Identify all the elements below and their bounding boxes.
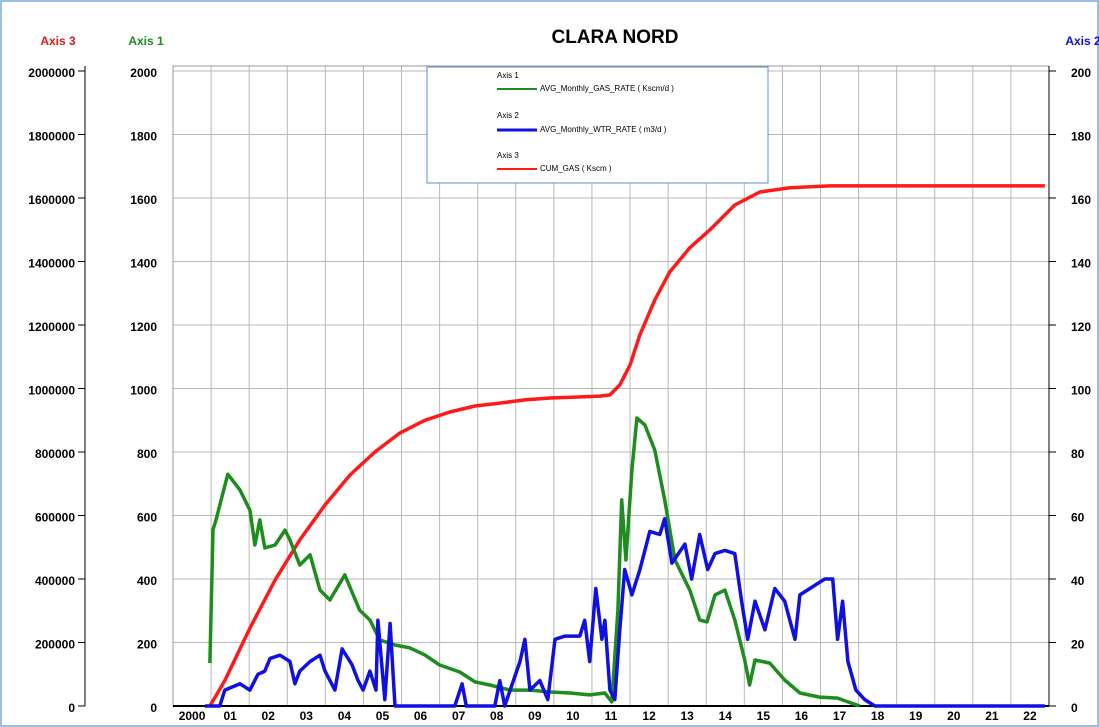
y-tick-label: 2000	[130, 66, 157, 80]
y3-tick-label: 1800000	[28, 130, 75, 144]
series-line	[205, 516, 1045, 708]
y3-tick-label: 600000	[35, 511, 75, 525]
y2-tick-label: 100	[1071, 384, 1091, 398]
axis3-title: Axis 3	[40, 34, 76, 48]
y2-tick-label: 60	[1071, 511, 1085, 525]
legend-group: Axis 2	[497, 111, 519, 120]
x-tick-label: 17	[833, 709, 847, 723]
y-tick-label: 1000	[130, 384, 157, 398]
x-tick-label: 07	[452, 709, 466, 723]
y-tick-label: 200	[137, 638, 157, 652]
x-tick-label: 08	[490, 709, 504, 723]
y3-tick-label: 800000	[35, 447, 75, 461]
x-tick-label: 14	[719, 709, 733, 723]
y3-tick-label: 2000000	[28, 66, 75, 80]
x-tick-label: 03	[300, 709, 314, 723]
y2-tick-label: 40	[1071, 574, 1085, 588]
y3-tick-label: 1400000	[28, 257, 75, 271]
legend-box	[426, 66, 769, 184]
y2-tick-label: 200	[1071, 66, 1091, 80]
legend: Axis 1 AVG_Monthly_GAS_RATE ( Kscm/d ) A…	[426, 66, 769, 184]
x-tick-label: 2000	[179, 709, 206, 723]
x-tick-label: 22	[1023, 709, 1037, 723]
legend-group: Axis 1	[497, 71, 519, 80]
y2-tick-label: 140	[1071, 257, 1091, 271]
y3-tick-label: 1600000	[28, 193, 75, 207]
x-tick-label: 18	[871, 709, 885, 723]
y-tick-label: 800	[137, 447, 157, 461]
x-tick-label: 10	[566, 709, 580, 723]
legend-label: AVG_Monthly_WTR_RATE ( m3/d )	[540, 125, 667, 134]
x-tick-label: 16	[795, 709, 809, 723]
y3-tick-label: 200000	[35, 638, 75, 652]
x-tick-label: 01	[223, 709, 237, 723]
y2-tick-label: 80	[1071, 447, 1085, 461]
x-tick-label: 13	[680, 709, 694, 723]
x-tick-label: 12	[642, 709, 656, 723]
x-tick-label: 09	[528, 709, 542, 723]
y-tick-label: 1200	[130, 320, 157, 334]
series-line	[208, 184, 1045, 707]
y2-tick-label: 20	[1071, 638, 1085, 652]
x-tick-label: 05	[376, 709, 390, 723]
legend-group: Axis 3	[497, 151, 519, 160]
y2-tick-label: 180	[1071, 130, 1091, 144]
y-tick-label: 600	[137, 511, 157, 525]
y3-tick-label: 400000	[35, 574, 75, 588]
x-tick-label: 19	[909, 709, 923, 723]
y-tick-label: 1600	[130, 193, 157, 207]
axis2-title: Axis 2	[1065, 34, 1099, 48]
x-tick-label: 02	[262, 709, 276, 723]
x-tick-label: 11	[605, 709, 618, 723]
y3-tick-label: 1200000	[28, 320, 75, 334]
y3-tick-label: 1000000	[28, 384, 75, 398]
x-tick-label: 20	[947, 709, 961, 723]
x-tick-label: 06	[414, 709, 428, 723]
y2-tick-label: 0	[1071, 701, 1078, 715]
y-tick-label: 1400	[130, 257, 157, 271]
chart-title: CLARA NORD	[551, 27, 678, 48]
legend-label: AVG_Monthly_GAS_RATE ( Kscm/d )	[540, 84, 674, 93]
x-tick-label: 04	[338, 709, 352, 723]
y2-tick-label: 160	[1071, 193, 1091, 207]
y2-tick-label: 120	[1071, 320, 1091, 334]
y-tick-label: 0	[150, 701, 157, 715]
axis1-title: Axis 1	[128, 34, 164, 48]
y-tick-label: 400	[137, 574, 157, 588]
y-tick-label: 1800	[130, 130, 157, 144]
x-tick-label: 15	[757, 709, 771, 723]
x-tick-label: 21	[985, 709, 999, 723]
y3-tick-label: 0	[68, 701, 75, 715]
legend-label: CUM_GAS ( Kscm )	[540, 164, 612, 173]
